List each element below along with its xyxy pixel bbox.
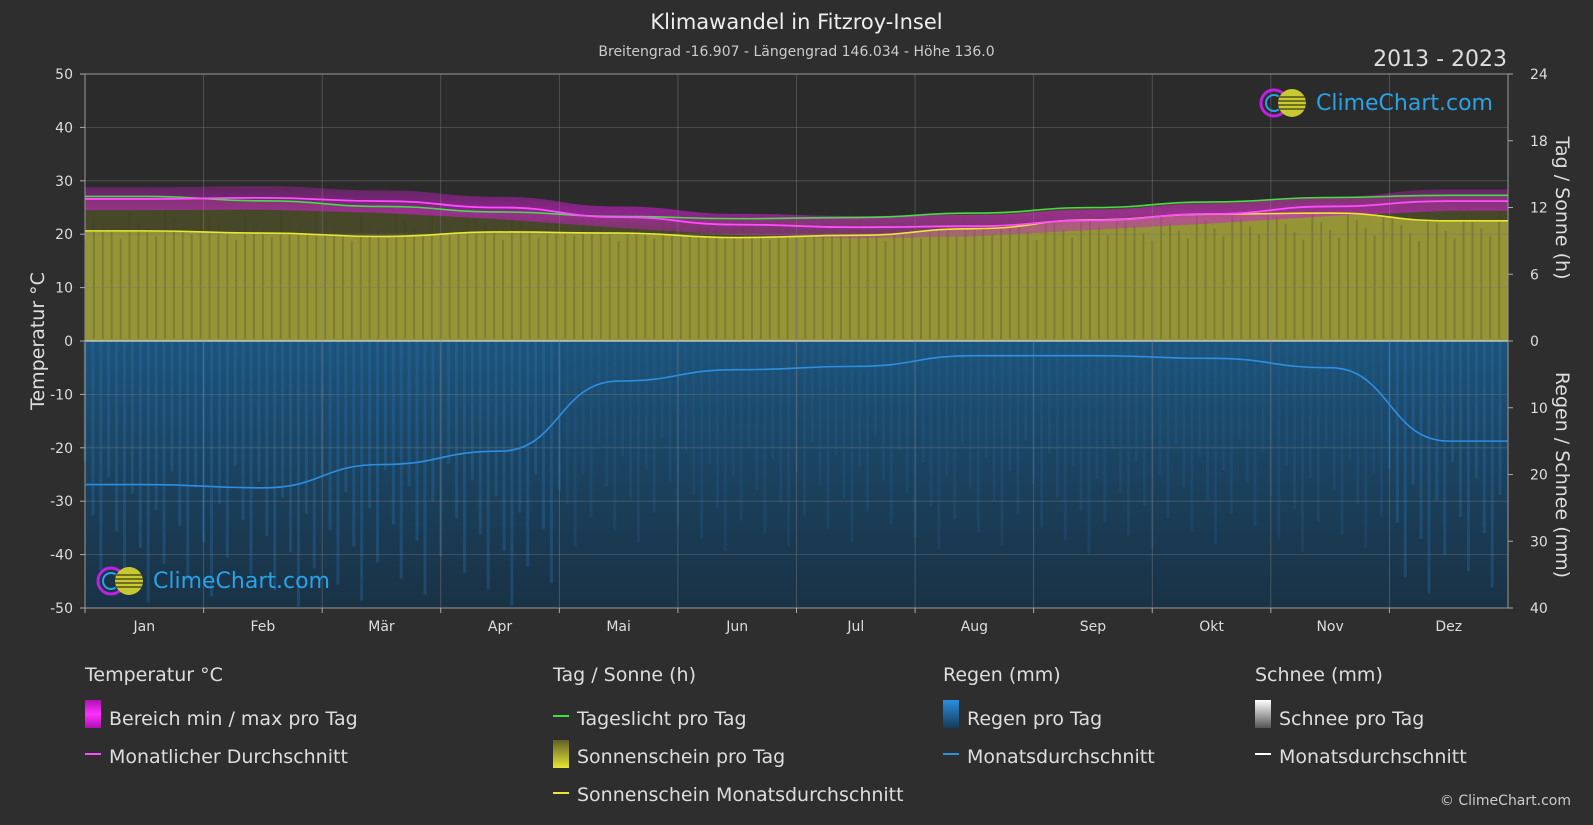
left-tick-label: 50: [55, 67, 73, 83]
temp-avg-line: [85, 196, 1508, 229]
left-tick-label: 20: [55, 227, 73, 243]
chart-title: Klimawandel in Fitzroy-Insel: [650, 10, 943, 34]
month-label: Jun: [725, 619, 748, 635]
legend-rain-label: Regen pro Tag: [967, 708, 1103, 730]
right-bottom-tick-label: 10: [1530, 401, 1548, 417]
legend-temperature: Temperatur °C Bereich min / max pro Tag …: [85, 664, 358, 776]
month-label: Apr: [488, 619, 512, 635]
legend-sunshine-label: Sonnenschein pro Tag: [577, 746, 786, 768]
left-axis-label: Temperatur °C: [27, 272, 49, 411]
legend-rain-avg-label: Monatsdurchschnitt: [967, 746, 1155, 768]
left-tick-label: -40: [50, 548, 73, 564]
copyright: © ClimeChart.com: [1439, 793, 1571, 809]
right-top-tick-label: 18: [1530, 134, 1548, 150]
legend-temp-head: Temperatur °C: [85, 664, 223, 686]
legend-temp-avg-label: Monatlicher Durchschnitt: [109, 746, 348, 768]
daylight-line: [84, 194, 1508, 220]
legend-sun: Tag / Sonne (h) Tageslicht pro Tag Sonne…: [553, 664, 904, 814]
month-label: Dez: [1435, 619, 1462, 635]
month-label: Feb: [250, 619, 275, 635]
legend-daylight-label: Tageslicht pro Tag: [577, 708, 747, 730]
legend-sunshine-swatch: [553, 740, 569, 768]
right-bottom-tick-label: 40: [1530, 601, 1548, 617]
right-top-tick-label: 0: [1530, 334, 1539, 350]
right-bottom-tick-label: 20: [1530, 468, 1548, 484]
month-label: Mär: [368, 619, 395, 635]
month-label: Aug: [961, 619, 988, 635]
climechart-logo-icon: [96, 566, 143, 596]
legend-snow-head: Schnee (mm): [1255, 664, 1383, 686]
legend-snow-swatch: [1255, 700, 1271, 728]
left-tick-label: 40: [55, 120, 73, 136]
sunshine-avg-line: [84, 212, 1508, 239]
climechart-logo-icon: [1259, 88, 1306, 118]
month-label: Okt: [1199, 619, 1224, 635]
month-label: Mai: [606, 619, 631, 635]
year-range: 2013 - 2023: [1373, 47, 1507, 72]
rain-avg-line: [85, 354, 1508, 489]
legend-sun-avg-label: Sonnenschein Monatsdurchschnitt: [577, 784, 904, 806]
legend-sun-head: Tag / Sonne (h): [553, 664, 697, 686]
chart-subtitle: Breitengrad -16.907 - Längengrad 146.034…: [598, 44, 995, 60]
brand-logo-top[interactable]: ClimeChart.com: [1258, 87, 1493, 119]
month-label: Jan: [132, 619, 155, 635]
left-tick-label: 10: [55, 281, 73, 297]
left-tick-label: -10: [50, 387, 73, 403]
brand-name: ClimeChart.com: [1316, 90, 1493, 116]
month-label: Sep: [1080, 619, 1107, 635]
legend-snow: Schnee (mm) Schnee pro Tag Monatsdurchsc…: [1255, 664, 1467, 776]
left-tick-label: -20: [50, 441, 73, 457]
legend-temp-range-label: Bereich min / max pro Tag: [109, 708, 358, 730]
left-tick-label: -50: [50, 601, 73, 617]
right-top-axis-label: Tag / Sonne (h): [1551, 135, 1573, 279]
right-top-tick-label: 12: [1530, 201, 1548, 217]
left-tick-label: -30: [50, 494, 73, 510]
right-bottom-axis-label: Regen / Schnee (mm): [1551, 372, 1573, 578]
right-bottom-tick-label: 30: [1530, 534, 1548, 550]
legend-rain-head: Regen (mm): [943, 664, 1061, 686]
month-label: Jul: [846, 619, 864, 635]
legend-snow-avg-label: Monatsdurchschnitt: [1279, 746, 1467, 768]
axis-ticks: 50 40 30 20 10 0 -10 -20 -30 -40 -50 24 18 12 6 0 10 20 30…: [50, 67, 1548, 635]
legend-snow-label: Schnee pro Tag: [1279, 708, 1425, 730]
right-top-tick-label: 24: [1530, 67, 1548, 83]
month-label: Nov: [1316, 619, 1343, 635]
left-tick-label: 0: [64, 334, 73, 350]
legend-temp-range-swatch: [85, 700, 101, 728]
legend-rain: Regen (mm) Regen pro Tag Monatsdurchschn…: [943, 664, 1155, 776]
right-top-tick-label: 6: [1530, 267, 1539, 283]
brand-logo-bottom[interactable]: ClimeChart.com: [95, 565, 330, 597]
left-tick-label: 30: [55, 174, 73, 190]
brand-name: ClimeChart.com: [153, 568, 330, 594]
series-lines: [84, 194, 1508, 489]
legend-rain-swatch: [943, 700, 959, 728]
